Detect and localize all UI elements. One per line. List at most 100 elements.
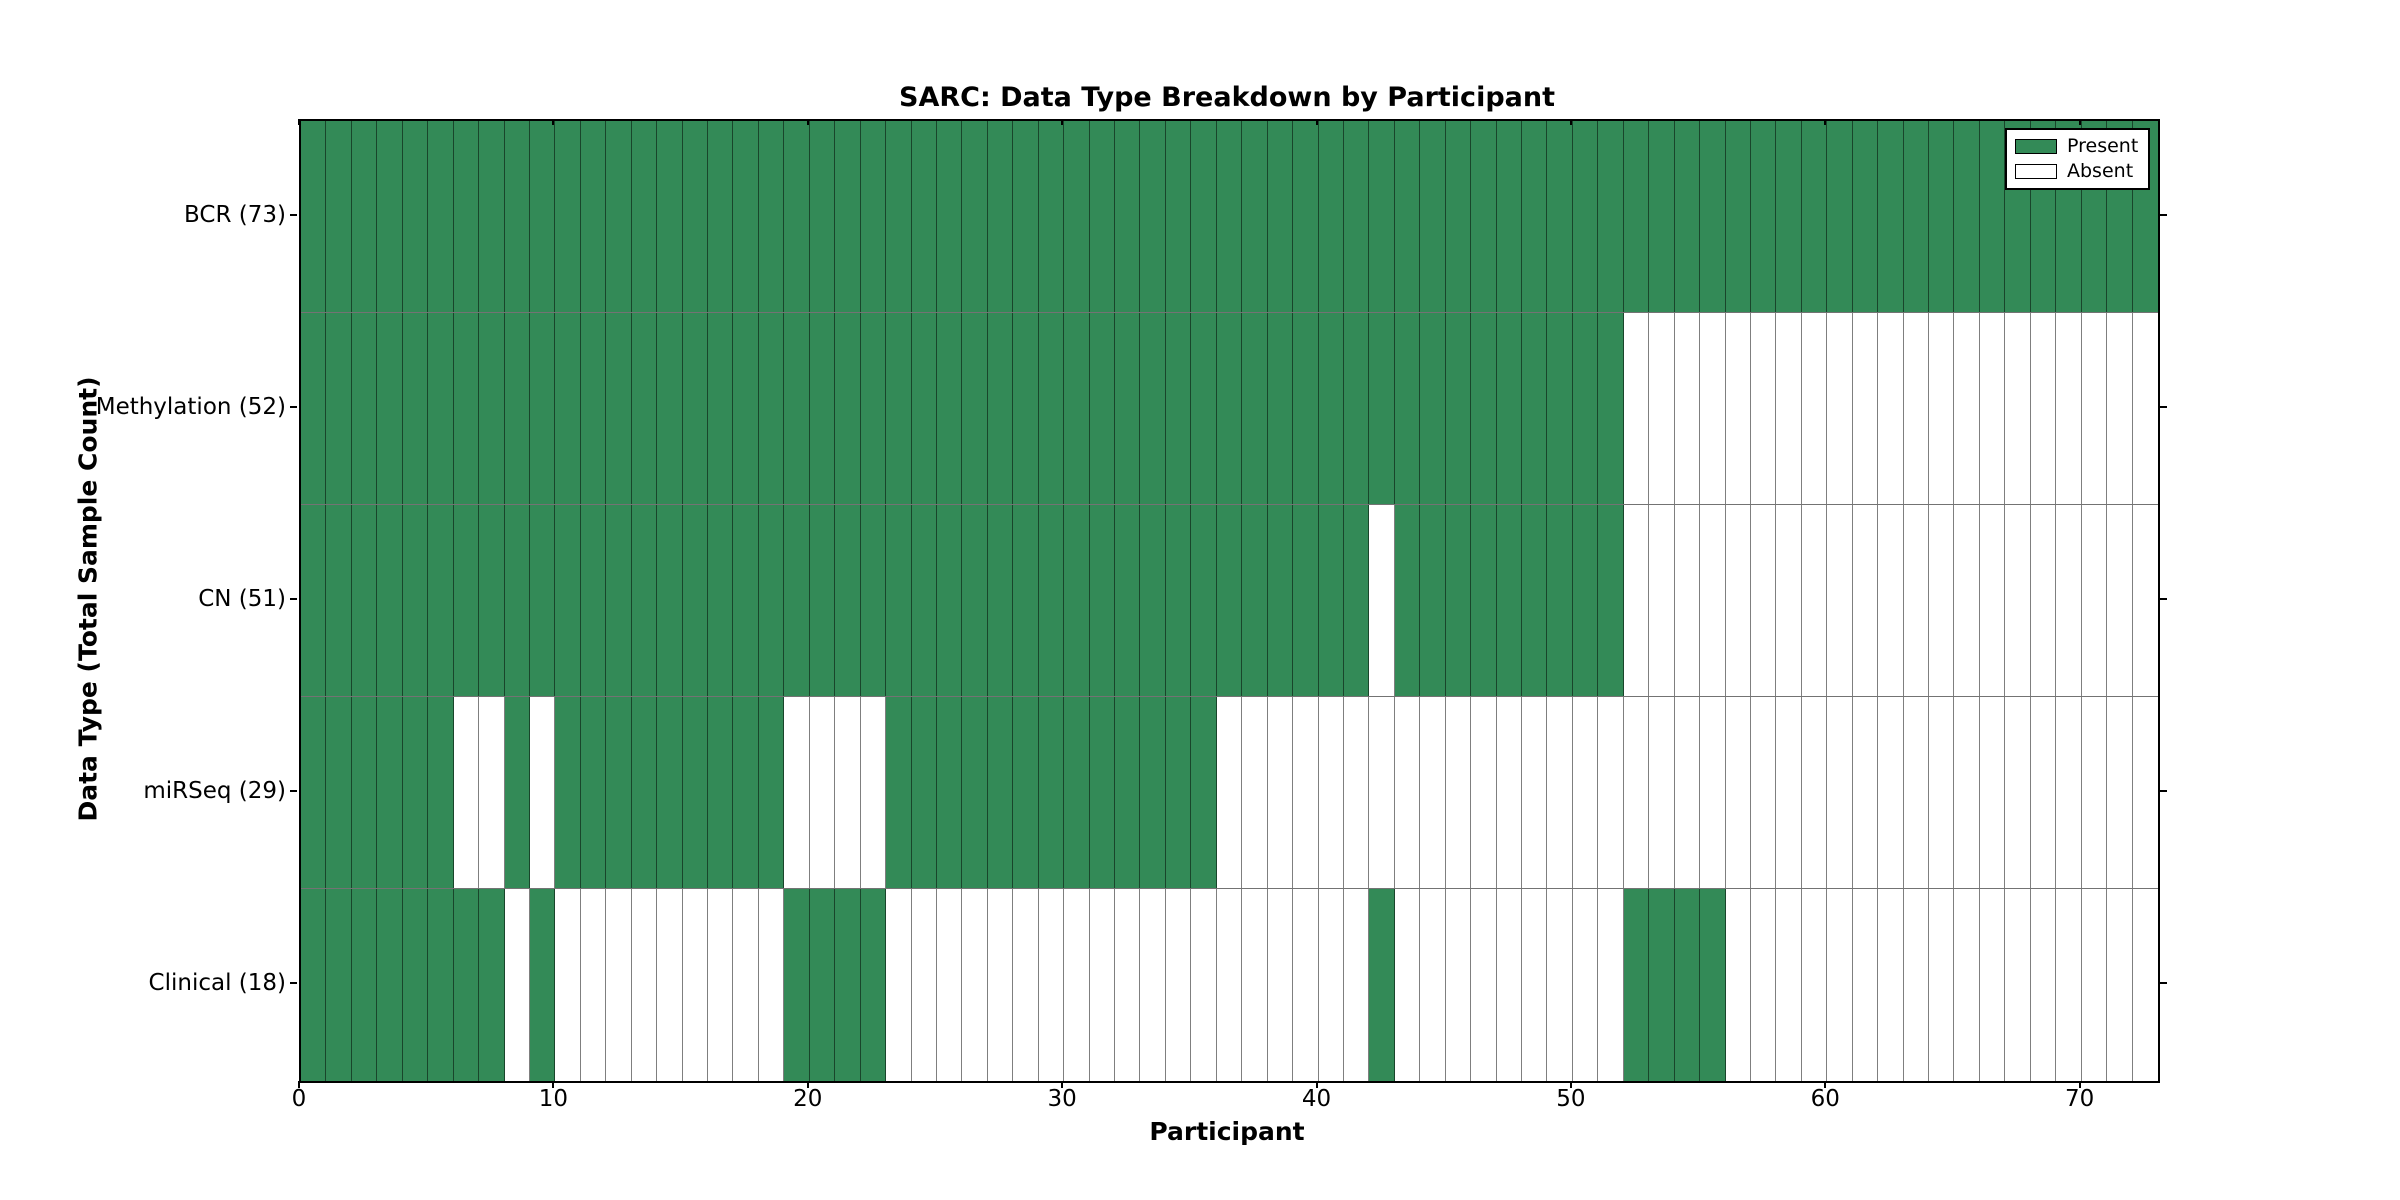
matrix-cell (1191, 889, 1217, 1081)
matrix-cell (733, 889, 759, 1081)
matrix-cell (1801, 121, 1828, 312)
matrix-cell (326, 121, 352, 312)
matrix-cell (1369, 313, 1395, 504)
matrix-cell (1394, 313, 1421, 504)
matrix-cell (529, 889, 556, 1081)
x-tick-label: 30 (1047, 1086, 1077, 1112)
tick-mark (552, 1081, 555, 1088)
matrix-cell (2005, 889, 2031, 1081)
matrix-cell (1471, 313, 1497, 504)
matrix-cell (402, 313, 429, 504)
matrix-cell (326, 697, 352, 888)
matrix-cell (1776, 313, 1802, 504)
tick-mark (1061, 1081, 1064, 1088)
matrix-cell (962, 697, 988, 888)
matrix-cell (1979, 505, 2006, 696)
matrix-cell (987, 889, 1014, 1081)
matrix-cell (1750, 313, 1777, 504)
matrix-cell (1776, 697, 1802, 888)
matrix-cell (1522, 889, 1548, 1081)
matrix-cell (2107, 313, 2133, 504)
matrix-cell (606, 313, 632, 504)
y-axis-label: Data Type (Total Sample Count) (73, 376, 103, 822)
matrix-cell (1318, 889, 1344, 1081)
matrix-cell (1878, 313, 1904, 504)
y-tick-label: BCR (73) (184, 202, 286, 228)
matrix-cell (1750, 889, 1777, 1081)
matrix-cell (1445, 313, 1472, 504)
matrix-cell (1064, 697, 1090, 888)
matrix-cell (657, 889, 683, 1081)
matrix-cell (784, 697, 810, 888)
tick-mark (2160, 406, 2167, 408)
matrix-cell (1267, 889, 1294, 1081)
matrix-cell (1929, 505, 1955, 696)
matrix-cell (1471, 889, 1497, 1081)
matrix-cell (1929, 697, 1955, 888)
matrix-cell (326, 505, 352, 696)
matrix-cell (1038, 121, 1065, 312)
matrix-cell (1089, 313, 1116, 504)
matrix-cell (1700, 313, 1726, 504)
matrix-cell (479, 889, 505, 1081)
matrix-cell (1725, 505, 1751, 696)
x-tick-label: 0 (291, 1086, 307, 1112)
legend-entry-present: Present (2015, 135, 2140, 157)
matrix-cell (1954, 697, 1980, 888)
matrix-cell (809, 505, 836, 696)
tick-mark (1569, 119, 1572, 125)
matrix-cell (1191, 313, 1217, 504)
matrix-cell (377, 121, 403, 312)
matrix-cell (987, 121, 1014, 312)
matrix-cell (1089, 505, 1116, 696)
matrix-cell (1903, 889, 1930, 1081)
tick-mark (552, 119, 555, 125)
matrix-cell (2107, 697, 2133, 888)
matrix-cell (1547, 313, 1573, 504)
matrix-cell (301, 121, 327, 312)
matrix-cell (479, 505, 505, 696)
matrix-cell (453, 121, 480, 312)
matrix-cell (1038, 889, 1065, 1081)
matrix-cell (1979, 889, 2006, 1081)
matrix-cell (504, 697, 530, 888)
tick-mark (2078, 119, 2081, 125)
chart-title: SARC: Data Type Breakdown by Participant (898, 82, 1556, 113)
matrix-cell (377, 889, 403, 1081)
tick-mark (290, 598, 297, 600)
matrix-cell (962, 313, 988, 504)
matrix-cell (1547, 505, 1573, 696)
matrix-cell (2107, 505, 2133, 696)
tick-mark (290, 406, 297, 408)
matrix-cell (428, 889, 454, 1081)
matrix-cell (835, 697, 861, 888)
matrix-cell (1725, 313, 1751, 504)
matrix-cell (580, 313, 607, 504)
matrix-cell (2005, 505, 2031, 696)
matrix-cell (1496, 697, 1523, 888)
tick-mark (1315, 119, 1318, 125)
matrix-cell (2132, 313, 2158, 504)
matrix-cell (1522, 697, 1548, 888)
matrix-cell (809, 697, 836, 888)
matrix-cell (1649, 889, 1675, 1081)
tick-mark (1569, 1081, 1572, 1088)
matrix-cell (758, 889, 785, 1081)
matrix-cell (1064, 505, 1090, 696)
matrix-cell (2030, 313, 2057, 504)
matrix-cell (860, 121, 887, 312)
matrix-cell (555, 697, 581, 888)
matrix-cell (453, 889, 480, 1081)
matrix-cell (1547, 889, 1573, 1081)
matrix-cell (1852, 505, 1879, 696)
heatmap-row (301, 313, 2158, 505)
matrix-cell (1929, 889, 1955, 1081)
matrix-cell (479, 697, 505, 888)
matrix-cell (351, 313, 378, 504)
matrix-cell (2030, 505, 2057, 696)
matrix-cell (886, 697, 912, 888)
matrix-cell (2056, 697, 2082, 888)
matrix-cell (1623, 505, 1650, 696)
matrix-cell (1471, 697, 1497, 888)
